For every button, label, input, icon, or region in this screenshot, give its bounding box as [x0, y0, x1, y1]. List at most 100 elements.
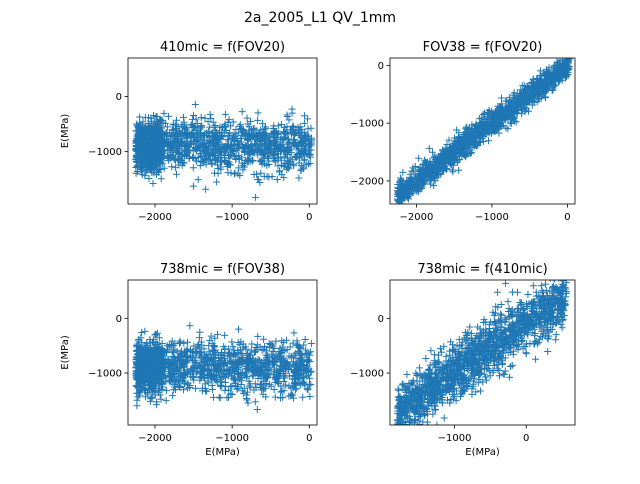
data-point: [190, 183, 197, 190]
data-point: [173, 117, 180, 124]
data-point: [306, 393, 313, 400]
data-point: [165, 113, 172, 120]
data-point: [221, 332, 228, 339]
subplot-title: FOV38 = f(FOV20): [423, 40, 543, 55]
data-point: [552, 336, 559, 343]
data-point: [477, 387, 484, 394]
x-tick-label: −1000: [475, 212, 509, 223]
data-point: [210, 394, 217, 401]
data-point: [218, 382, 225, 389]
data-point: [195, 176, 202, 183]
data-point: [301, 120, 308, 127]
y-tick-label: 0: [116, 92, 122, 103]
data-point: [198, 114, 205, 121]
data-point: [498, 95, 505, 102]
data-point: [304, 115, 311, 122]
data-point: [259, 120, 266, 127]
data-point: [302, 336, 309, 343]
data-point: [248, 340, 255, 347]
data-point: [295, 174, 302, 181]
data-point: [400, 431, 407, 438]
data-point: [304, 125, 311, 132]
data-point: [235, 326, 242, 333]
x-tick-label: −1000: [215, 433, 249, 444]
x-tick-label: −2000: [138, 212, 172, 223]
data-point: [415, 155, 422, 162]
subplot-title: 410mic = f(FOV20): [160, 40, 285, 55]
data-point: [207, 111, 214, 118]
data-point: [252, 194, 259, 201]
y-tick-label: −1000: [350, 119, 384, 130]
scatter-points: [132, 101, 315, 201]
data-point: [212, 122, 219, 129]
data-point: [202, 115, 209, 122]
data-point: [224, 394, 231, 401]
data-point: [427, 347, 434, 354]
scatter-points: [132, 322, 315, 413]
data-point: [416, 364, 423, 371]
data-point: [192, 101, 199, 108]
data-point: [150, 180, 157, 187]
data-point: [177, 339, 184, 346]
data-point: [211, 170, 218, 177]
data-point: [557, 51, 564, 58]
y-tick-label: −1000: [88, 369, 122, 380]
data-point: [255, 109, 262, 116]
data-point: [252, 398, 259, 405]
data-point: [244, 396, 251, 403]
data-point: [509, 362, 516, 369]
data-point: [449, 166, 456, 173]
data-point: [161, 165, 168, 172]
data-point: [163, 397, 170, 404]
data-point: [277, 389, 284, 396]
data-point: [254, 406, 261, 413]
data-point: [308, 340, 315, 347]
y-tick-label: −1000: [88, 147, 122, 158]
data-point: [400, 430, 407, 437]
data-point: [395, 435, 402, 442]
data-point: [158, 175, 165, 182]
data-point: [301, 112, 308, 119]
data-point: [254, 117, 261, 124]
data-point: [410, 167, 417, 174]
x-axis-label: E(MPa): [205, 447, 240, 458]
data-point: [202, 186, 209, 193]
data-point: [222, 383, 229, 390]
x-tick-label: 0: [306, 212, 312, 223]
scatter-points: [394, 261, 570, 446]
data-point: [209, 386, 216, 393]
subplot-title: 738mic = f(FOV38): [160, 262, 285, 277]
data-point: [138, 329, 145, 336]
y-axis-label: E(MPa): [60, 335, 71, 370]
data-point: [485, 137, 492, 144]
x-tick-label: −1000: [215, 212, 249, 223]
data-point: [163, 387, 170, 394]
data-point: [285, 135, 292, 142]
data-point: [160, 110, 167, 117]
data-point: [222, 111, 229, 118]
data-point: [560, 48, 567, 55]
data-point: [430, 182, 437, 189]
data-point: [168, 163, 175, 170]
data-point: [136, 113, 143, 120]
data-point: [173, 171, 180, 178]
data-point: [196, 329, 203, 336]
x-tick-label: 0: [306, 433, 312, 444]
data-point: [257, 170, 264, 177]
data-point: [184, 339, 191, 346]
data-point: [272, 394, 279, 401]
data-point: [299, 394, 306, 401]
data-point: [192, 385, 199, 392]
data-point: [186, 322, 193, 329]
data-point: [213, 179, 220, 186]
data-point: [190, 164, 197, 171]
data-point: [449, 168, 456, 175]
x-tick-label: 0: [564, 212, 570, 223]
y-tick-label: −2000: [350, 176, 384, 187]
x-tick-label: −2000: [400, 212, 434, 223]
data-point: [564, 49, 571, 56]
